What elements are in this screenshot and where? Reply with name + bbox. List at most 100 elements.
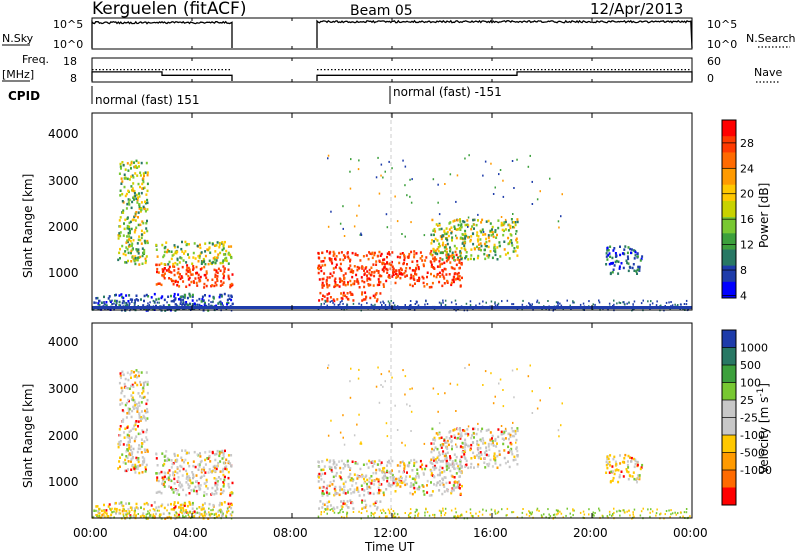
velocity-cell <box>472 515 474 517</box>
velocity-cell <box>478 510 481 513</box>
velocity-cell <box>199 487 202 491</box>
colorbar-swatch <box>722 152 736 169</box>
power-cell <box>415 273 418 276</box>
velocity-cell <box>458 470 461 473</box>
velocity-cell <box>403 463 406 467</box>
power-cell <box>188 243 190 246</box>
power-cell <box>188 292 191 296</box>
power-cell <box>144 240 147 244</box>
velocity-cell <box>140 410 143 413</box>
power-cell <box>458 278 461 282</box>
velocity-cell <box>157 479 160 483</box>
power-cell <box>197 276 200 280</box>
velocity-cell <box>482 508 484 511</box>
velocity-cell <box>467 466 470 470</box>
velocity-cell <box>204 463 207 466</box>
power-cell <box>612 249 615 252</box>
velocity-cell <box>338 475 341 478</box>
power-cell <box>417 267 420 271</box>
velocity-cell <box>674 511 676 514</box>
velocity-cell <box>426 491 429 494</box>
velocity-cell <box>467 444 470 448</box>
velocity-cell <box>371 460 374 463</box>
velocity-cell <box>359 442 361 445</box>
power-cell <box>478 302 481 305</box>
velocity-cell <box>126 387 129 390</box>
power-cell <box>179 273 181 276</box>
velocity-cell <box>214 458 217 462</box>
velocity-cell <box>121 370 124 373</box>
power-cell <box>609 245 612 248</box>
velocity-cell <box>398 516 400 519</box>
velocity-cell <box>425 464 428 468</box>
power-cell <box>127 238 130 242</box>
power-cell <box>195 265 198 269</box>
power-cell <box>356 280 359 283</box>
velocity-cell <box>125 455 128 458</box>
power-cell <box>409 308 412 311</box>
velocity-cell <box>410 410 413 413</box>
velocity-cell <box>441 466 444 470</box>
velocity-cell <box>127 407 130 410</box>
velocity-cell <box>385 476 388 479</box>
power-cell <box>207 262 210 266</box>
power-cell <box>392 271 394 274</box>
power-cell <box>443 230 446 234</box>
power-cell <box>206 278 209 282</box>
power-cell <box>213 256 216 259</box>
velocity-cell <box>161 482 164 485</box>
velocity-cell <box>173 482 176 485</box>
power-cell <box>400 268 403 271</box>
velocity-cell <box>421 467 424 471</box>
power-cell <box>205 276 208 280</box>
velocity-cell <box>433 464 436 468</box>
velocity-cell <box>637 474 640 477</box>
velocity-cell <box>179 505 182 508</box>
velocity-cell <box>130 445 133 448</box>
velocity-cell <box>162 464 165 467</box>
nsearch-tick-bottom: 10^0 <box>707 38 737 51</box>
velocity-cell <box>145 402 148 406</box>
power-cell <box>426 275 428 279</box>
velocity-cell <box>411 492 414 496</box>
power-cell <box>444 299 447 302</box>
velocity-cell <box>456 383 459 386</box>
power-cell <box>504 253 507 256</box>
power-cell <box>361 299 364 302</box>
velocity-cell <box>140 451 143 454</box>
power-cell <box>566 299 568 302</box>
power-cell <box>326 250 329 253</box>
power-cell <box>328 257 331 260</box>
power-cell <box>496 246 499 249</box>
power-cell <box>455 228 458 231</box>
power-cell <box>633 257 636 260</box>
power-cell <box>531 203 534 205</box>
power-cell <box>221 241 224 244</box>
velocity-cell <box>200 459 203 463</box>
velocity-cell <box>439 471 442 475</box>
velocity-cell <box>515 438 518 442</box>
power-cell <box>134 262 137 266</box>
power-cell <box>323 272 326 275</box>
velocity-cell <box>228 486 231 489</box>
velocity-cell <box>349 396 352 399</box>
power-cell <box>115 299 118 303</box>
power-cell <box>225 259 228 263</box>
velocity-cell <box>211 470 214 473</box>
power-cell <box>598 299 600 302</box>
power-cell <box>510 234 513 237</box>
power-cell <box>125 302 128 304</box>
power-cell <box>459 284 462 287</box>
velocity-cell <box>493 455 496 458</box>
velocity-cell <box>448 481 451 484</box>
velocity-cell <box>512 511 515 514</box>
power-cell <box>128 221 131 225</box>
velocity-cell <box>134 471 137 474</box>
power-cell <box>463 220 466 224</box>
power-cell <box>227 276 230 279</box>
velocity-cell <box>198 506 201 509</box>
power-cell <box>155 298 158 301</box>
x-tick-label: 08:00 <box>273 526 308 540</box>
velocity-cell <box>96 505 99 508</box>
velocity-cell <box>211 451 214 455</box>
